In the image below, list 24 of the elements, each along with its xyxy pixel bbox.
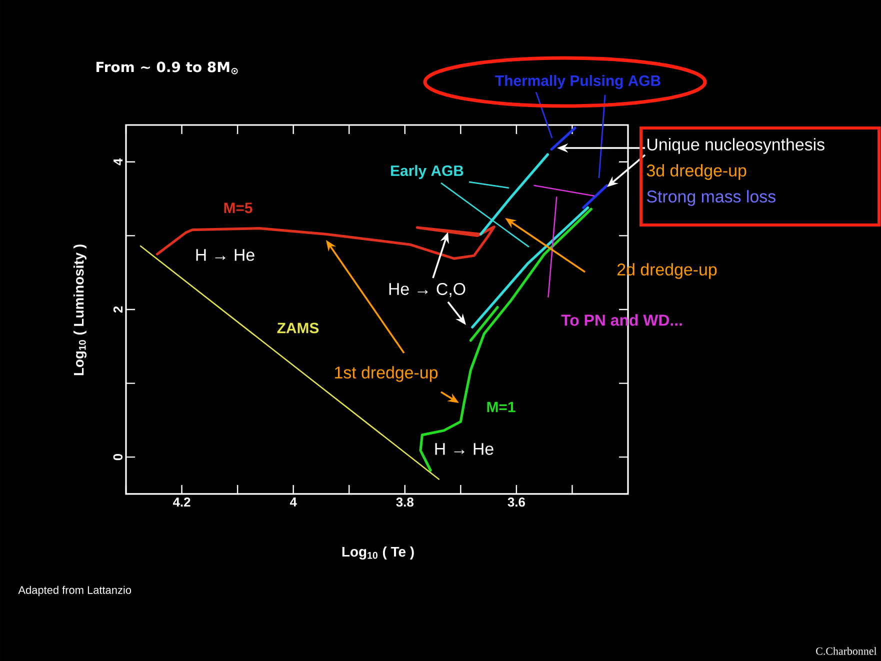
annotation: H → He [196,249,254,261]
annotation: H → He [435,443,494,455]
text: Strong mass loss [646,190,776,206]
y-tick-label: 4 [114,158,122,166]
annotation: 1st dredge-up [335,366,438,382]
text: 3d dredge-up [646,164,746,180]
x-tick-label: 4 [290,498,297,506]
x-tick-label: 3.6 [508,498,525,507]
series-label: M=1 [487,402,516,412]
y-tick-label: 0 [113,454,122,460]
x-tick-label: 4.2 [172,498,190,507]
y-tick-label: 2 [113,306,122,313]
y-axis-title: Log$_{10}$ ( Luminosity ) [73,244,87,376]
chart-title: From ~ 0.9 to 8M$_{⊙}$ [96,62,238,74]
series-label: M=5 [224,202,252,214]
text: Unique nucleosynthesis [648,138,824,154]
x-tick-label: 3.8 [396,498,414,507]
text: C.Charbonnel [816,647,877,655]
text: Adapted from Lattanzio [18,586,132,596]
text: Thermally Pulsing AGB [495,74,660,89]
text: Early AGB [391,165,464,179]
x-axis-title: Log$_{10}$ ( Te ) [342,546,414,560]
series-label: ZAMS [277,322,319,334]
annotation: He → C,O [389,282,466,297]
